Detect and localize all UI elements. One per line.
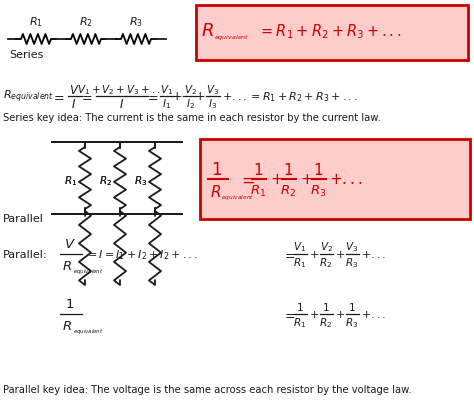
Text: $+$: $+$ bbox=[194, 90, 206, 103]
Text: $V$: $V$ bbox=[69, 83, 79, 96]
Text: $1$: $1$ bbox=[211, 160, 223, 178]
Text: $1$: $1$ bbox=[322, 300, 330, 312]
Text: $= R_1 + R_2 + R_3 + ...$: $= R_1 + R_2 + R_3 + ...$ bbox=[258, 22, 401, 41]
Text: Parallel: Parallel bbox=[3, 213, 44, 223]
Text: $1$: $1$ bbox=[283, 162, 293, 178]
Text: $R_2$: $R_2$ bbox=[79, 15, 93, 29]
Text: $+$: $+$ bbox=[335, 309, 345, 320]
Text: $V_1$: $V_1$ bbox=[161, 83, 173, 97]
Text: $R$: $R$ bbox=[62, 320, 72, 333]
Text: $R_2$: $R_2$ bbox=[100, 174, 112, 187]
Text: $V_3$: $V_3$ bbox=[206, 83, 219, 97]
Text: Series: Series bbox=[9, 50, 44, 60]
Text: $R$: $R$ bbox=[62, 260, 72, 273]
Text: $+ ... = R_1 + R_2 + R_3 + ...$: $+ ... = R_1 + R_2 + R_3 + ...$ bbox=[222, 90, 358, 103]
Text: $R_1$: $R_1$ bbox=[29, 15, 43, 29]
Text: $+$: $+$ bbox=[335, 249, 345, 260]
Text: $R$: $R$ bbox=[210, 184, 221, 200]
Text: $R_3$: $R_3$ bbox=[129, 15, 143, 29]
FancyBboxPatch shape bbox=[200, 140, 470, 219]
Text: $+$: $+$ bbox=[300, 172, 313, 187]
Text: $R_1$: $R_1$ bbox=[250, 183, 266, 198]
Text: $_{equivalent}$: $_{equivalent}$ bbox=[221, 193, 254, 202]
Text: $R_{equivalent}$: $R_{equivalent}$ bbox=[3, 89, 54, 105]
Text: $=$: $=$ bbox=[79, 90, 93, 103]
Text: $=$: $=$ bbox=[282, 248, 296, 261]
Text: $+$: $+$ bbox=[270, 172, 283, 187]
Text: $= I = I_1 + I_2 + I_2 + ...$: $= I = I_1 + I_2 + I_2 + ...$ bbox=[85, 247, 198, 261]
Text: $+ ...$: $+ ...$ bbox=[361, 249, 386, 260]
Text: $R_3$: $R_3$ bbox=[346, 315, 359, 329]
Text: Parallel key idea: The voltage is the same across each resistor by the voltage l: Parallel key idea: The voltage is the sa… bbox=[3, 384, 411, 394]
Text: $R_2$: $R_2$ bbox=[280, 183, 296, 198]
Text: $+$: $+$ bbox=[309, 249, 319, 260]
Text: $R_3$: $R_3$ bbox=[346, 255, 359, 269]
Text: $R_3$: $R_3$ bbox=[310, 183, 326, 198]
Text: Series key idea: The current is the same in each resistor by the current law.: Series key idea: The current is the same… bbox=[3, 113, 381, 123]
Text: $I_2$: $I_2$ bbox=[185, 97, 194, 111]
FancyBboxPatch shape bbox=[196, 6, 468, 61]
Text: $R_1$: $R_1$ bbox=[64, 174, 78, 187]
Text: $=$: $=$ bbox=[145, 90, 159, 103]
Text: $R_1$: $R_1$ bbox=[293, 315, 307, 329]
Text: $R_3$: $R_3$ bbox=[134, 174, 147, 187]
Text: $R_2$: $R_2$ bbox=[319, 315, 333, 329]
Text: $1$: $1$ bbox=[348, 300, 356, 312]
Text: $I_3$: $I_3$ bbox=[209, 97, 218, 111]
Text: $V_1$: $V_1$ bbox=[293, 239, 307, 253]
Text: $_{equivalent}$: $_{equivalent}$ bbox=[73, 326, 103, 336]
Text: $+ ...$: $+ ...$ bbox=[361, 309, 386, 320]
Text: $V_2$: $V_2$ bbox=[319, 239, 332, 253]
Text: $1$: $1$ bbox=[253, 162, 263, 178]
Text: $V_2$: $V_2$ bbox=[183, 83, 196, 97]
Text: Parallel:: Parallel: bbox=[3, 249, 47, 259]
Text: $1$: $1$ bbox=[65, 298, 74, 311]
Text: $_{equivalent}$: $_{equivalent}$ bbox=[214, 34, 250, 43]
Text: $1$: $1$ bbox=[296, 300, 304, 312]
Text: $R$: $R$ bbox=[201, 21, 214, 39]
Text: $V_3$: $V_3$ bbox=[346, 239, 358, 253]
Text: $=$: $=$ bbox=[282, 308, 296, 321]
Text: $I$: $I$ bbox=[72, 97, 77, 110]
Text: $R_2$: $R_2$ bbox=[100, 174, 112, 187]
Text: $R_1$: $R_1$ bbox=[64, 174, 78, 187]
Text: $R_3$: $R_3$ bbox=[134, 174, 147, 187]
Text: $+ ...$: $+ ...$ bbox=[329, 172, 363, 187]
Text: $I_1$: $I_1$ bbox=[163, 97, 172, 111]
Text: $R_2$: $R_2$ bbox=[319, 255, 333, 269]
Text: $R_1$: $R_1$ bbox=[293, 255, 307, 269]
Text: $+$: $+$ bbox=[309, 309, 319, 320]
Text: $1$: $1$ bbox=[313, 162, 323, 178]
Text: $V$: $V$ bbox=[64, 238, 76, 251]
Text: $_{equivalent}$: $_{equivalent}$ bbox=[73, 267, 103, 276]
Text: $+$: $+$ bbox=[172, 90, 182, 103]
Text: $=$: $=$ bbox=[51, 90, 65, 103]
Text: $V_1 + V_2 + V_3 + ...$: $V_1 + V_2 + V_3 + ...$ bbox=[77, 83, 166, 97]
Text: $=$: $=$ bbox=[238, 170, 255, 188]
Text: $I$: $I$ bbox=[119, 97, 125, 110]
